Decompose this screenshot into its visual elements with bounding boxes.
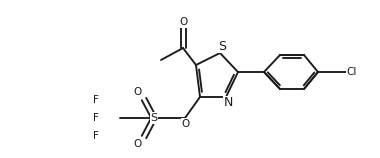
Text: O: O (182, 119, 190, 129)
Text: F: F (93, 113, 99, 123)
Text: F: F (93, 95, 99, 105)
Text: O: O (133, 139, 141, 149)
Text: Cl: Cl (347, 67, 357, 77)
Text: F: F (93, 131, 99, 141)
Text: S: S (218, 40, 226, 52)
Text: S: S (150, 113, 158, 123)
Text: O: O (180, 17, 188, 27)
Text: N: N (223, 97, 233, 109)
Text: O: O (133, 87, 141, 97)
